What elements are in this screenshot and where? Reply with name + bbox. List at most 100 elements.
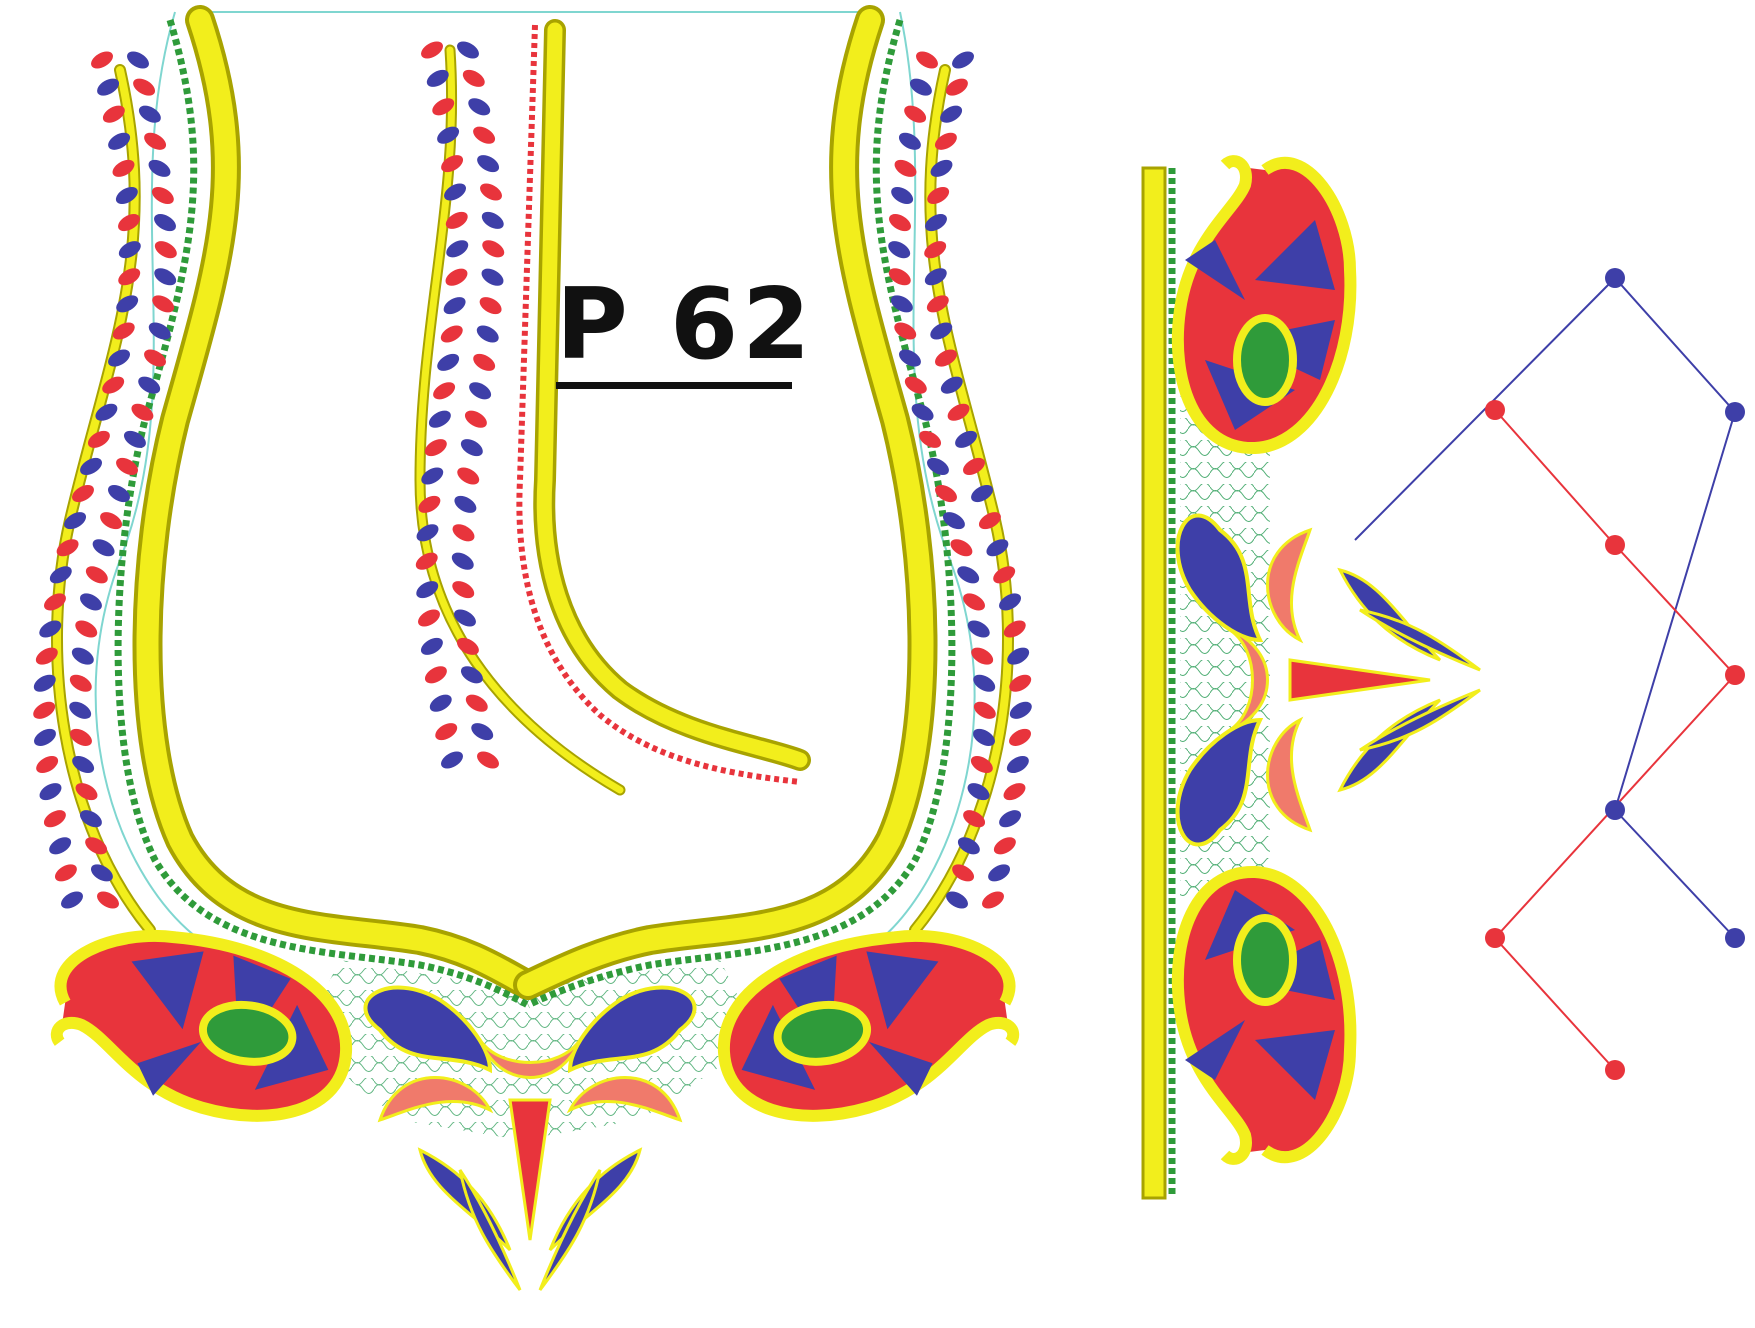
leaf xyxy=(85,837,108,855)
leaf xyxy=(440,325,463,343)
leaf xyxy=(123,430,146,448)
leaf xyxy=(899,349,921,367)
leaf xyxy=(75,620,98,638)
leaf xyxy=(451,552,474,570)
leaf xyxy=(432,98,455,116)
leaf xyxy=(894,159,917,177)
leaf xyxy=(39,620,62,638)
leaf xyxy=(424,439,447,457)
leaf xyxy=(927,457,949,475)
left-green-chain xyxy=(114,18,530,1009)
leaf xyxy=(945,78,968,96)
leaf xyxy=(428,410,451,428)
leaf xyxy=(1006,755,1029,774)
right-green-chain xyxy=(526,18,956,1009)
leaf xyxy=(56,539,79,557)
leaf xyxy=(454,609,476,627)
leaf xyxy=(112,159,135,177)
leaf xyxy=(36,755,59,774)
leaf xyxy=(477,155,500,173)
leaf xyxy=(955,430,978,448)
leaf xyxy=(49,566,72,584)
leaf xyxy=(957,837,980,855)
leaf xyxy=(924,268,947,286)
neck-yoke-pattern xyxy=(33,5,1032,1291)
leaf xyxy=(35,647,58,665)
leaf xyxy=(154,268,177,286)
leaf xyxy=(889,214,911,232)
leaf xyxy=(971,647,994,665)
leaf xyxy=(952,51,974,69)
leaf xyxy=(79,810,102,828)
leaf xyxy=(930,322,953,340)
leaf xyxy=(44,593,66,611)
leaf xyxy=(424,666,447,684)
leaf xyxy=(72,755,95,774)
leaf xyxy=(454,495,477,513)
leaf xyxy=(957,566,980,584)
leaf xyxy=(154,214,176,232)
leaf xyxy=(927,186,950,205)
design-label: P 62 xyxy=(556,270,810,389)
leaf xyxy=(80,593,102,611)
leaf xyxy=(894,322,917,340)
leaf xyxy=(108,349,130,367)
lotus-flower xyxy=(363,985,697,1291)
leaf xyxy=(418,609,440,627)
leaf xyxy=(967,783,990,801)
leaf xyxy=(940,376,963,394)
leaf xyxy=(115,186,138,205)
leaf xyxy=(416,581,439,599)
leaf xyxy=(924,241,947,259)
leaf xyxy=(131,403,154,421)
leaf xyxy=(465,694,488,712)
leaf xyxy=(460,666,483,684)
leaf xyxy=(891,186,914,205)
leaf xyxy=(420,637,443,655)
leaf xyxy=(986,539,1009,557)
leaf xyxy=(950,539,973,557)
leaf xyxy=(433,382,456,400)
leaf xyxy=(144,349,166,367)
leaf xyxy=(1003,620,1026,638)
leaf xyxy=(91,51,113,69)
leaf xyxy=(138,105,161,123)
leaf xyxy=(100,512,123,530)
leaf xyxy=(418,495,441,513)
leaf xyxy=(469,382,492,400)
leaf xyxy=(33,701,56,719)
leaf xyxy=(444,183,466,201)
leaf xyxy=(480,183,502,201)
leaf xyxy=(102,376,125,394)
leaf xyxy=(963,457,985,475)
leaf xyxy=(457,41,479,59)
leaf xyxy=(935,485,957,503)
leaf xyxy=(144,132,167,150)
leaf xyxy=(940,105,963,123)
leaf xyxy=(973,674,996,692)
leaf xyxy=(911,403,934,421)
sleeve-paisley-bottom xyxy=(1171,865,1357,1165)
leaf xyxy=(481,211,504,229)
leaf xyxy=(971,485,993,503)
leaf xyxy=(102,105,125,123)
leaf xyxy=(925,214,947,232)
zigzag-dots xyxy=(1354,268,1745,1080)
leaf xyxy=(452,524,475,542)
leaf xyxy=(973,728,995,746)
leaf xyxy=(970,755,993,774)
leaf xyxy=(154,241,177,259)
leaf xyxy=(973,701,996,719)
leaf xyxy=(988,864,1011,882)
outer-guide-outline xyxy=(94,11,976,941)
leaf xyxy=(479,297,502,315)
left-paisley xyxy=(50,930,353,1122)
leaf xyxy=(118,241,141,259)
leaf xyxy=(473,126,496,144)
leaf xyxy=(421,467,444,485)
leaf xyxy=(1003,783,1026,801)
right-paisley xyxy=(717,930,1020,1122)
sleeve-lotus-flower xyxy=(1175,513,1481,847)
leaf xyxy=(138,376,161,394)
